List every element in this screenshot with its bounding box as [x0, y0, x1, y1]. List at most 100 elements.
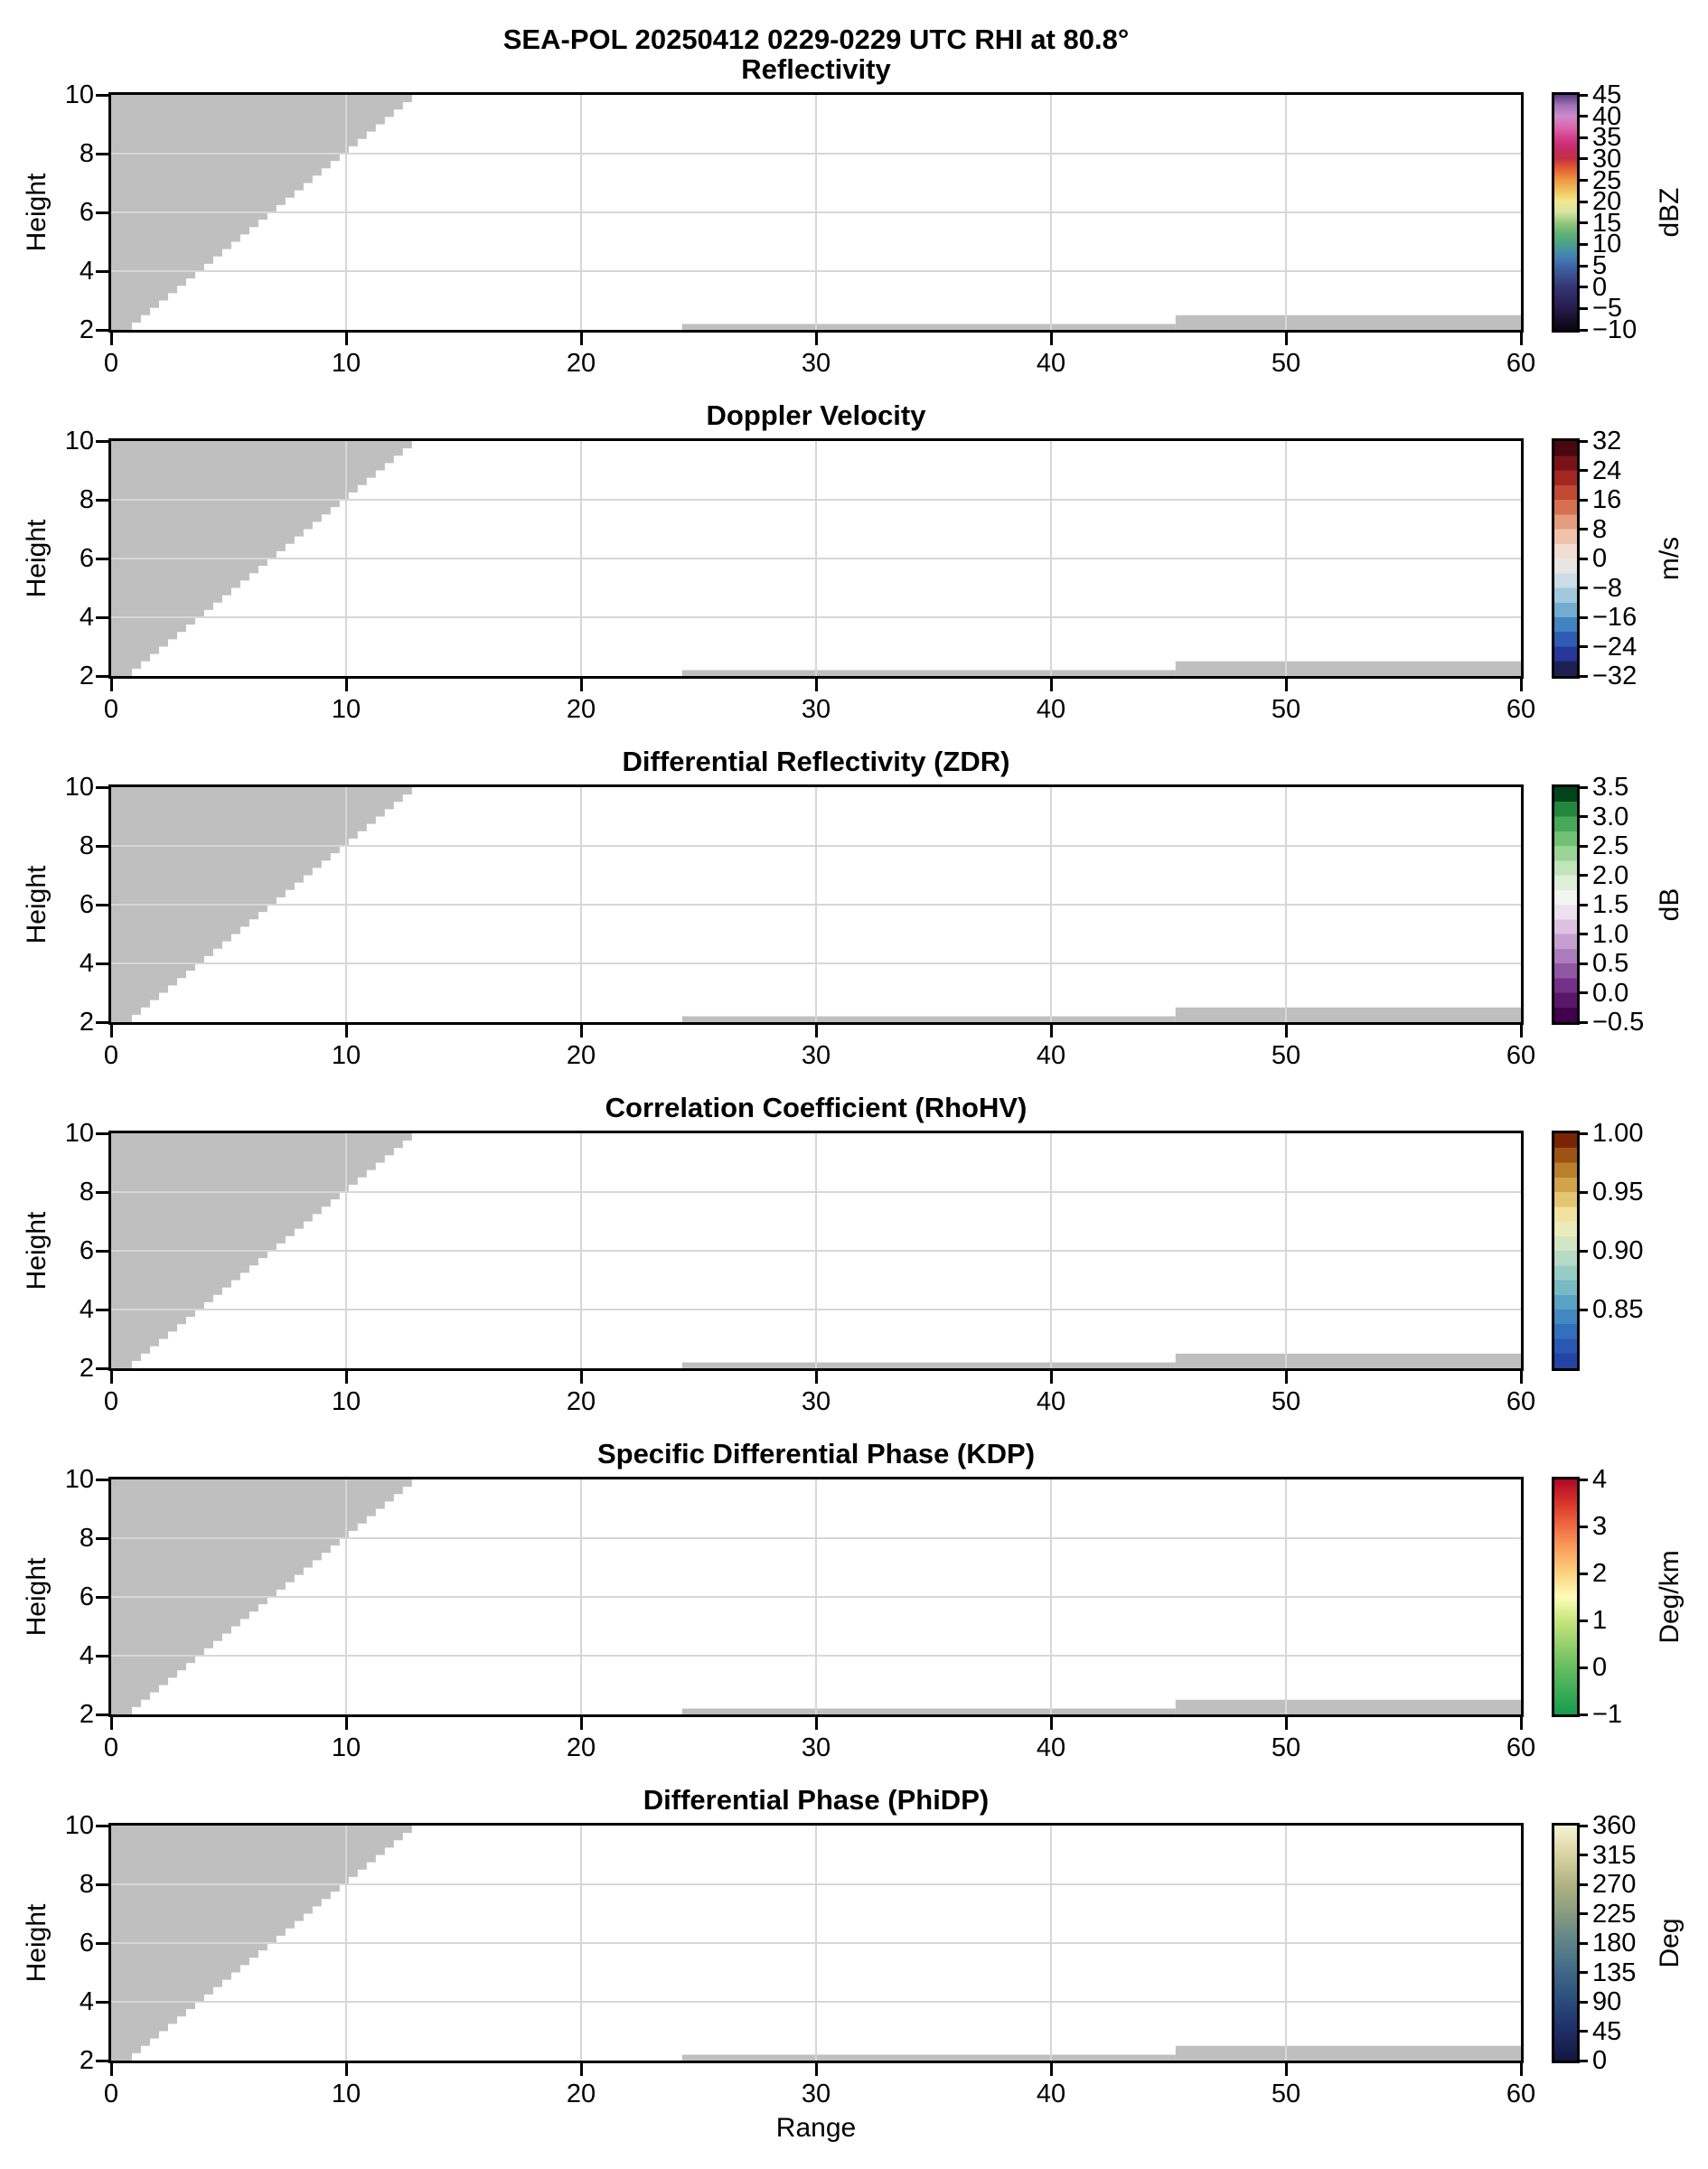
y-tick: [96, 1536, 108, 1540]
y-tick: [96, 93, 108, 97]
colorbar-specific-differential-phase-kdp: [1552, 1477, 1580, 1717]
x-tick: [1284, 2063, 1288, 2076]
y-tick-label: 6: [79, 890, 94, 919]
colorbar-tick-label: 225: [1592, 1899, 1637, 1929]
x-tick-label: 40: [1036, 1733, 1066, 1762]
y-tick: [96, 439, 108, 443]
colorbar-tick-label: −5: [1592, 294, 1623, 324]
y-tick: [96, 328, 108, 332]
colorbar-reflectivity: [1552, 92, 1580, 333]
echo-mask-strip-1: [1175, 1007, 1521, 1022]
x-tick: [814, 679, 818, 691]
x-tick: [814, 333, 818, 345]
y-tick: [96, 1249, 108, 1253]
colorbar-tick-label: 32: [1592, 427, 1622, 455]
colorbar-tick: [1580, 200, 1588, 203]
x-tick-label: 30: [801, 1041, 831, 1070]
x-tick-label: 60: [1506, 695, 1536, 724]
x-tick: [1049, 1717, 1053, 1730]
colorbar-tick: [1580, 286, 1588, 289]
colorbar-tick-label: −24: [1592, 632, 1638, 662]
colorbar-tick-label: 0: [1592, 2046, 1608, 2075]
colorbar-tick-label: 270: [1592, 1870, 1637, 1899]
y-tick: [96, 1883, 108, 1886]
colorbar-tick: [1580, 1619, 1588, 1622]
colorbar-tick-label: 2: [1592, 1559, 1608, 1588]
x-tick-label: 10: [331, 1733, 361, 1762]
colorbar-tick: [1580, 2059, 1588, 2062]
x-tick: [1049, 2063, 1053, 2076]
x-tick-label: 50: [1271, 1733, 1301, 1762]
y-tick-label: 2: [79, 1008, 94, 1037]
y-tick-label: 8: [79, 1178, 94, 1207]
colorbar-tick: [1580, 1525, 1588, 1528]
colorbar-unit-text: Deg: [1655, 1918, 1685, 1968]
y-tick: [96, 903, 108, 906]
x-tick-label: 20: [566, 1041, 596, 1070]
x-tick: [579, 1025, 583, 1038]
x-tick-label: 20: [566, 695, 596, 724]
echo-mask-strip-1: [1175, 2045, 1521, 2061]
colorbar-tick-label: 1.0: [1592, 919, 1629, 949]
y-tick-label: 4: [79, 603, 94, 632]
x-tick-label: 50: [1271, 2080, 1301, 2108]
colorbar-unit-text: Deg/km: [1655, 1550, 1685, 1644]
x-tick: [1284, 1025, 1288, 1038]
colorbar-tick: [1580, 933, 1588, 935]
x-tick: [1519, 1025, 1523, 1038]
colorbar-tick: [1580, 1883, 1588, 1886]
y-tick: [96, 269, 108, 273]
colorbar-tick: [1580, 1854, 1588, 1856]
colorbar-tick-label: 3: [1592, 1512, 1608, 1541]
x-tick: [1049, 1025, 1053, 1038]
x-tick: [814, 1717, 818, 1730]
y-tick: [96, 557, 108, 560]
colorbar-tick: [1580, 1824, 1588, 1827]
x-tick: [344, 2063, 348, 2076]
colorbar-tick: [1580, 328, 1588, 332]
colorbar-tick-label: 315: [1592, 1840, 1637, 1870]
x-tick: [814, 1025, 818, 1038]
y-tick: [96, 211, 108, 214]
y-axis-label-text: Height: [22, 173, 52, 252]
x-tick: [1284, 1371, 1288, 1384]
x-tick: [344, 1371, 348, 1384]
y-tick-label: 10: [64, 80, 94, 109]
echo-mask-strip-1: [1175, 661, 1521, 676]
x-tick: [1049, 1371, 1053, 1384]
x-tick-label: 20: [566, 1387, 596, 1416]
panel-title-doppler-velocity: Doppler Velocity: [706, 399, 926, 431]
panel-title-specific-differential-phase-kdp: Specific Differential Phase (KDP): [596, 1438, 1036, 1469]
y-tick: [96, 2000, 108, 2004]
x-tick-label: 30: [801, 1733, 831, 1762]
x-tick-label: 60: [1506, 349, 1536, 378]
colorbar-tick: [1580, 1190, 1588, 1194]
y-tick: [96, 1713, 108, 1716]
x-tick: [109, 2063, 113, 2076]
y-tick-label: 2: [79, 662, 94, 690]
x-tick: [109, 1717, 113, 1730]
y-tick-label: 2: [79, 1354, 94, 1383]
x-tick-label: 30: [801, 2080, 831, 2108]
colorbar-tick-label: −10: [1592, 315, 1638, 344]
x-tick-label: 10: [331, 2080, 361, 2108]
y-axis-label-text: Height: [22, 1903, 52, 1983]
plot-area-correlation-coefficient-rhohv: [108, 1131, 1524, 1371]
echo-mask-strip-1: [1175, 315, 1521, 330]
x-tick: [1519, 1371, 1523, 1384]
y-tick-label: 4: [79, 1987, 94, 2016]
colorbar-tick: [1580, 469, 1588, 472]
x-tick-label: 0: [103, 695, 119, 724]
x-tick-label: 50: [1271, 1041, 1301, 1070]
colorbar-tick-label: 8: [1592, 514, 1608, 544]
x-tick-label: 50: [1271, 349, 1301, 378]
y-tick: [96, 498, 108, 502]
x-tick: [814, 1371, 818, 1384]
plot-area-differential-phase-phidp: [108, 1823, 1524, 2063]
x-tick: [109, 679, 113, 691]
y-axis-label-text: Height: [22, 865, 52, 944]
x-tick: [1519, 1717, 1523, 1730]
x-tick-label: 60: [1506, 2080, 1536, 2108]
colorbar-differential-phase-phidp: [1552, 1823, 1580, 2063]
colorbar-tick: [1580, 264, 1588, 268]
